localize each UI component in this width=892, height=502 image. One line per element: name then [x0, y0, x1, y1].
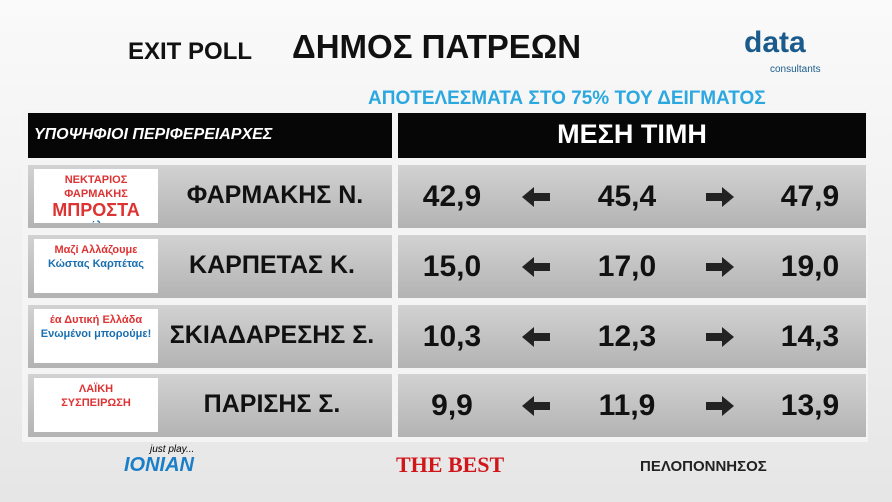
subtitle: ΑΠΟΤΕΛΕΣΜΑΤΑ ΣΤΟ 75% ΤΟΥ ΔΕΙΓΜΑΤΟΣ [368, 88, 766, 109]
arrow-left [522, 327, 550, 352]
party-logo: ΝΕΚΤΑΡΙΟΣ ΦΑΡΜΑΚΗΣΜΠΡΟΣΤΑγια όλους [34, 169, 158, 223]
arrow-right [706, 396, 734, 421]
header-cell [28, 113, 392, 158]
value-mid: 45,4 [597, 180, 657, 213]
value-mid: 17,0 [597, 250, 657, 283]
value-high: 19,0 [780, 250, 840, 283]
logo-text: ΜΠΡΟΣΤΑ [52, 200, 140, 220]
arrow-left [522, 396, 550, 421]
candidate: ΣΚΙΑΔΑΡΕΣΗΣ Σ. [169, 321, 375, 349]
header-label: ΜΕΣΗ ΤΙΜΗ [557, 119, 707, 149]
logo-text: data [744, 26, 806, 59]
value-mid: 12,3 [597, 320, 657, 353]
value-low: 42,9 [422, 180, 482, 213]
arrow-right [706, 187, 734, 212]
candidate: ΚΑΡΠΕΤΑΣ Κ. [189, 251, 355, 279]
candidate: ΦΑΡΜΑΚΗΣ Ν. [186, 181, 364, 209]
logo-text: για όλους [34, 219, 158, 223]
party-logo: έα Δυτική Ελλάδα Ενωμένοι μπορούμε! [34, 309, 158, 363]
tagline: just play... [150, 444, 195, 455]
title: ΔΗΜΟΣ ΠΑΤΡΕΩΝ [292, 28, 582, 65]
header-cell [398, 113, 866, 158]
footer-logo: THE BEST [396, 452, 505, 477]
arrow-right [706, 327, 734, 352]
row-right [398, 165, 866, 228]
title-prefix: EXIT POLL [128, 38, 253, 65]
row-right [398, 305, 866, 368]
value-high: 47,9 [780, 180, 840, 213]
logo-sub: consultants [770, 64, 821, 75]
value-high: 13,9 [780, 389, 840, 422]
logo-text: ΛΑΪΚΗ [78, 383, 114, 395]
arrow-left [522, 187, 550, 212]
party-logo: Μαζί Αλλάζουμε Κώστας Καρπέτας [34, 239, 158, 293]
logo-text: Κώστας Καρπέτας [47, 258, 145, 270]
logo-text: ΝΕΚΤΑΡΙΟΣ ΦΑΡΜΑΚΗΣ [64, 174, 128, 200]
logo-text: Ενωμένοι μπορούμε! [40, 328, 152, 340]
row-right [398, 235, 866, 298]
logo-text: Μαζί Αλλάζουμε [54, 244, 138, 256]
party-logo: ΛΑΪΚΗ ΣΥΣΠΕΙΡΩΣΗ [34, 378, 158, 432]
value-mid: 11,9 [598, 389, 656, 422]
arrow-left [522, 257, 550, 282]
logo-text: ΣΥΣΠΕΙΡΩΣΗ [61, 397, 131, 409]
value-high: 14,3 [780, 320, 840, 353]
row-right [398, 374, 866, 437]
value-low: 10,3 [422, 320, 482, 353]
footer-logo: ΠΕΛΟΠΟΝΝΗΣΟΣ [640, 458, 767, 475]
header-label: ΥΠΟΨΗΦΙΟΙ ΠΕΡΙΦΕΡΕΙΑΡΧΕΣ [34, 126, 273, 143]
arrow-right [706, 257, 734, 282]
footer-logo: IONIAN [124, 454, 194, 476]
value-low: 9,9 [431, 389, 473, 422]
logo-text: έα Δυτική Ελλάδα [49, 314, 143, 326]
candidate: ΠΑΡΙΣΗΣ Σ. [203, 390, 341, 418]
value-low: 15,0 [422, 250, 482, 283]
